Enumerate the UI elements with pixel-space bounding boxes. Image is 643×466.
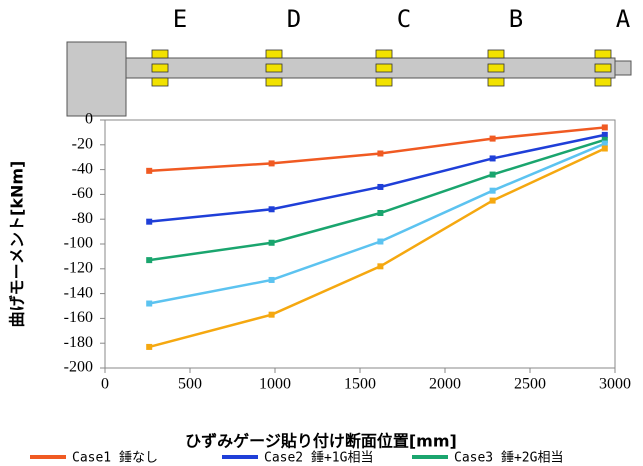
strain-gauge: [266, 64, 282, 72]
strain-gauge: [488, 64, 504, 72]
y-tick-label: 0: [85, 111, 93, 128]
data-point: [146, 168, 152, 174]
section-label: E: [173, 5, 187, 33]
data-point: [269, 206, 275, 212]
data-point: [377, 210, 383, 216]
section-label: D: [287, 5, 301, 33]
page: ひずみゲージ貼り付け断面位置[mm] 曲げモーメント[kNm] E D C B A 0 -2…: [0, 0, 643, 466]
strain-gauge: [595, 50, 611, 58]
data-point: [269, 277, 275, 283]
strain-gauge: [152, 78, 168, 86]
data-point: [269, 240, 275, 246]
x-axis-title: ひずみゲージ貼り付け断面位置[mm]: [185, 432, 457, 451]
y-tick-label: -40: [72, 160, 93, 177]
data-point: [146, 257, 152, 263]
data-point: [146, 219, 152, 225]
x-tick-label: 1500: [344, 376, 376, 393]
data-point: [377, 150, 383, 156]
strain-gauge: [152, 50, 168, 58]
data-point: [146, 344, 152, 350]
data-point: [269, 312, 275, 318]
legend-label: Case3 錘+2G相当: [454, 450, 563, 466]
y-axis-title: 曲げモーメント[kNm]: [8, 161, 27, 328]
legend-label: Case1 錘なし: [72, 450, 158, 466]
y-tick-label: -60: [72, 185, 93, 202]
plot-frame: [105, 120, 615, 368]
strain-gauge: [152, 64, 168, 72]
y-tick-label: -80: [72, 210, 93, 227]
strain-gauge: [266, 50, 282, 58]
y-tick-label: -100: [64, 235, 93, 252]
series-line: [149, 149, 605, 347]
series-line: [149, 135, 605, 222]
y-tick-label: -160: [64, 309, 93, 326]
strain-gauge: [376, 64, 392, 72]
y-tick-label: -120: [64, 259, 93, 276]
strain-gauge: [488, 50, 504, 58]
strain-gauge: [376, 50, 392, 58]
strain-gauge: [488, 78, 504, 86]
data-point: [490, 188, 496, 194]
x-tick-label: 0: [101, 376, 109, 393]
section-label: A: [616, 5, 631, 33]
data-point: [377, 184, 383, 190]
data-point: [490, 155, 496, 161]
strain-gauge: [595, 78, 611, 86]
x-tick-label: 1000: [259, 376, 291, 393]
x-tick-label: 3000: [599, 376, 631, 393]
data-point: [377, 263, 383, 269]
beam-end: [615, 61, 631, 75]
data-point: [490, 136, 496, 142]
data-point: [602, 124, 608, 130]
data-point: [146, 301, 152, 307]
data-point: [377, 239, 383, 245]
support-block: [67, 42, 126, 116]
data-point: [490, 172, 496, 178]
x-tick-label: 2500: [514, 376, 546, 393]
y-tick-label: -200: [64, 359, 93, 376]
x-tick-label: 2000: [429, 376, 461, 393]
data-point: [602, 146, 608, 152]
data-point: [269, 160, 275, 166]
legend-label: Case2 錘+1G相当: [264, 450, 373, 466]
section-label: C: [397, 5, 411, 33]
y-tick-label: -180: [64, 334, 93, 351]
y-tick-label: -140: [64, 284, 93, 301]
x-tick-label: 500: [178, 376, 202, 393]
data-point: [490, 198, 496, 204]
strain-gauge: [376, 78, 392, 86]
strain-gauge: [266, 78, 282, 86]
beam: [126, 58, 615, 78]
section-label: B: [509, 5, 523, 33]
y-tick-label: -20: [72, 135, 93, 152]
strain-gauge: [595, 64, 611, 72]
